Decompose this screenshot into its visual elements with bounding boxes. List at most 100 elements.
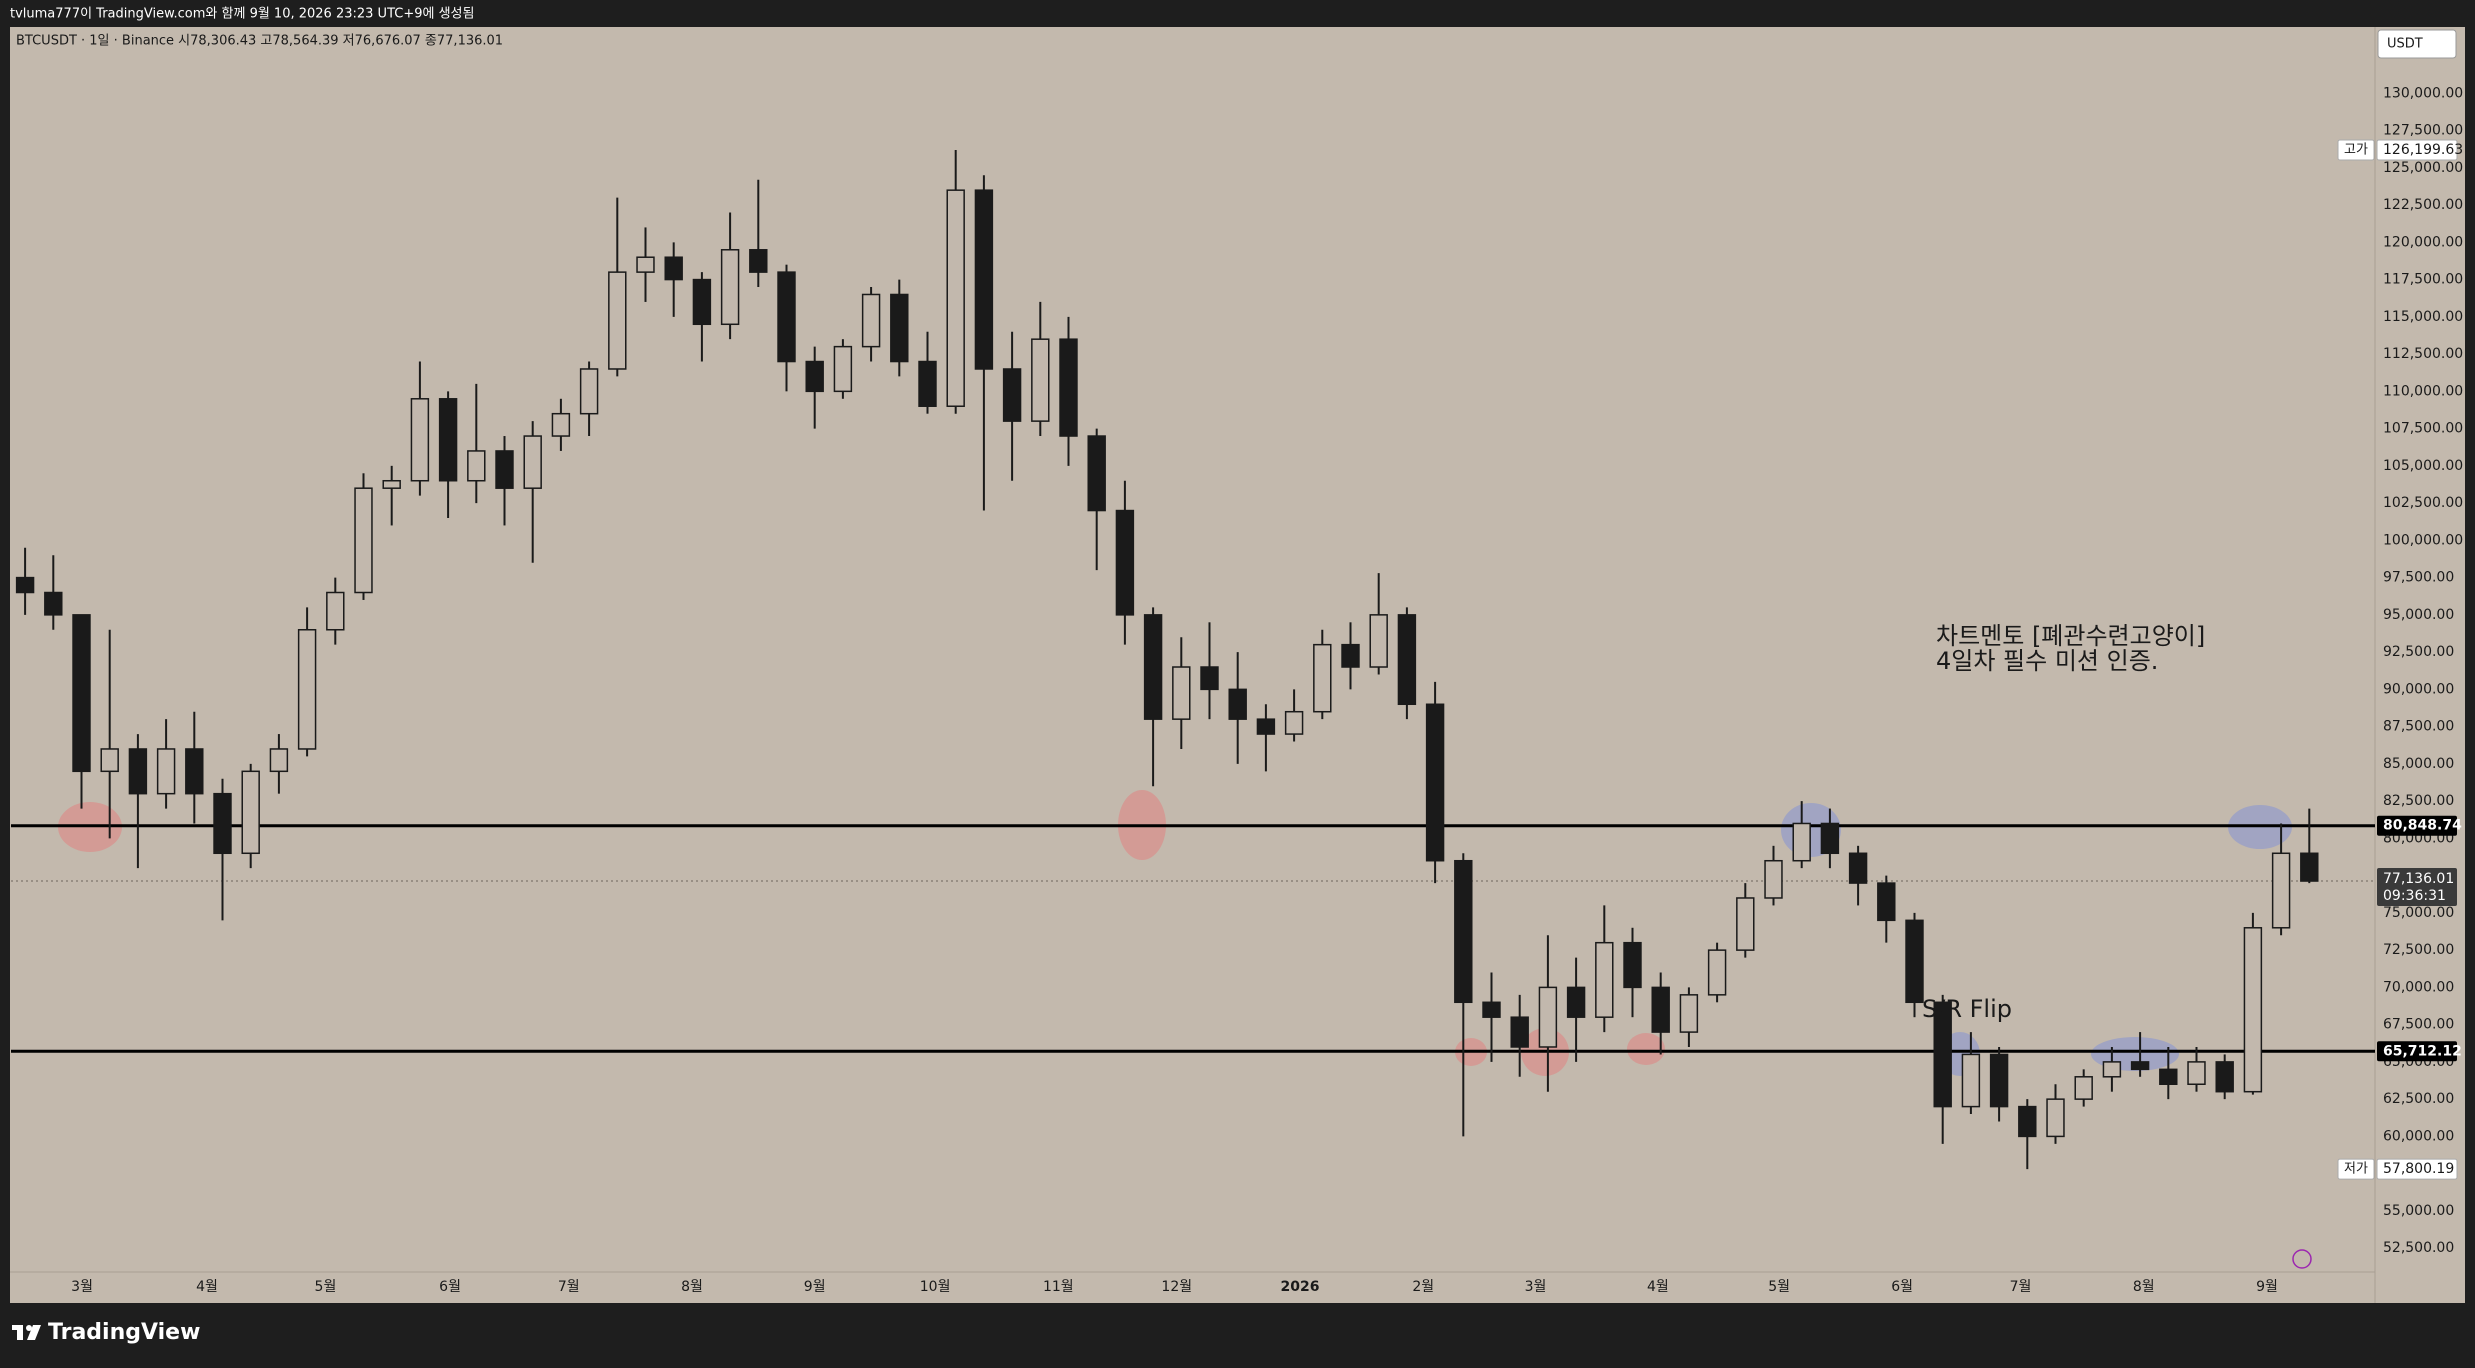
brand-name: TradingView [48,1320,200,1345]
y-tick-label: 105,000.00 [2383,458,2463,474]
x-tick-label: 5월 [315,1279,337,1295]
candle-body [1651,986,1670,1033]
marker-tag: 저가 [2344,1162,2368,1177]
candle-body [692,278,712,326]
candle-body [1143,614,1163,720]
candle-body [269,748,289,773]
x-tick-label: 2월 [1412,1279,1434,1295]
candle-body [297,629,317,750]
x-tick-label: 7월 [558,1279,580,1295]
candle-body [467,450,486,482]
candle-body [44,591,63,616]
candle-body [1200,666,1219,691]
currency-label[interactable]: USDT [2387,37,2423,52]
x-tick-label: 6월 [439,1279,461,1295]
candle-body [128,748,148,795]
y-tick-label: 122,500.00 [2383,197,2463,213]
candle-body [1679,994,1699,1033]
y-tick-label: 67,500.00 [2383,1017,2454,1033]
y-tick-label: 75,000.00 [2383,905,2454,921]
y-tick-label: 115,000.00 [2383,309,2463,325]
candle-body [100,748,119,773]
candle-body [946,189,965,407]
candle-body [1623,941,1642,989]
candle-body [185,748,204,795]
candle-body [410,398,430,482]
candle-body [2300,852,2319,882]
y-tick-label: 60,000.00 [2383,1128,2454,1144]
candle-body [1369,614,1388,668]
candle-body [805,360,824,393]
candle-body [890,293,909,363]
y-tick-label: 100,000.00 [2383,532,2463,548]
candle-body [918,360,937,407]
candle-body [382,479,401,489]
y-tick-label: 55,000.00 [2383,1203,2454,1219]
candle-body [1792,822,1811,862]
level-label-box [2377,1041,2457,1062]
annotation: S/R Flip [1922,995,2012,1023]
candle-body [664,256,683,281]
candle-body [1284,710,1304,735]
candle-body [579,368,599,415]
candle-body [213,792,232,855]
candle-body [1397,614,1417,706]
y-tick-label: 72,500.00 [2383,942,2454,958]
y-tick-label: 87,500.00 [2383,719,2454,735]
candle-body [2130,1061,2150,1071]
candle-body [495,450,514,489]
symbol-info: BTCUSDT · 1일 · Binance 시78,306.43 고78,56… [16,34,503,49]
candle-body [1707,949,1727,996]
candle-body [720,249,740,326]
candle-body [241,770,260,855]
x-tick-label: 9월 [804,1279,826,1295]
x-tick-label: 12월 [1161,1279,1192,1295]
y-tick-label: 127,500.00 [2383,123,2463,139]
candle-body [1425,703,1445,862]
candle-body [833,345,853,393]
candle-body [2243,927,2263,1093]
candle-body [2102,1061,2122,1078]
candle-body [438,398,458,482]
y-tick-label: 110,000.00 [2383,383,2463,399]
y-tick-label: 97,500.00 [2383,570,2454,586]
x-tick-label: 3월 [1525,1279,1547,1295]
currency-button[interactable] [2377,29,2457,59]
x-tick-label: 4월 [196,1279,218,1295]
alert-icon[interactable] [2292,1249,2312,1269]
candle-body [777,271,796,363]
marker-tag-box [2337,1158,2375,1180]
level-label-box [2377,815,2457,836]
candle-body [1115,509,1135,616]
x-tick-label: 8월 [2133,1279,2155,1295]
x-tick-label: 3월 [71,1279,93,1295]
annotation: 4일차 필수 미션 인증. [1936,647,2158,675]
x-tick-label: 7월 [2010,1279,2032,1295]
candle-body [1002,368,1022,422]
candle-body [2187,1061,2206,1085]
candle-body [608,271,627,370]
candle-body [2074,1076,2093,1100]
marker-value-box [2376,139,2458,161]
highlight [1627,1033,1665,1065]
candle-body [1848,852,1868,884]
header-title: tvluma777이 TradingView.com와 함께 9월 10, 20… [10,7,474,22]
marker-tag-box [2337,139,2375,161]
y-tick-label: 95,000.00 [2383,607,2454,623]
logo-shape [27,1325,41,1340]
y-tick-label: 62,500.00 [2383,1091,2454,1107]
candle-body [1595,941,1614,1018]
candle-body [1961,1053,1981,1108]
candle-body [1256,718,1276,735]
y-tick-label: 130,000.00 [2383,85,2463,101]
candle-body [1905,919,1924,1004]
y-tick-label: 112,500.00 [2383,346,2463,362]
candle-body [1989,1053,2009,1108]
candle-body [1454,859,1473,1004]
candle-body [1228,688,1247,720]
y-tick-label: 117,500.00 [2383,272,2463,288]
x-tick-label: 8월 [681,1279,703,1295]
last-price-box [2377,868,2457,907]
y-tick-label: 125,000.00 [2383,160,2463,176]
